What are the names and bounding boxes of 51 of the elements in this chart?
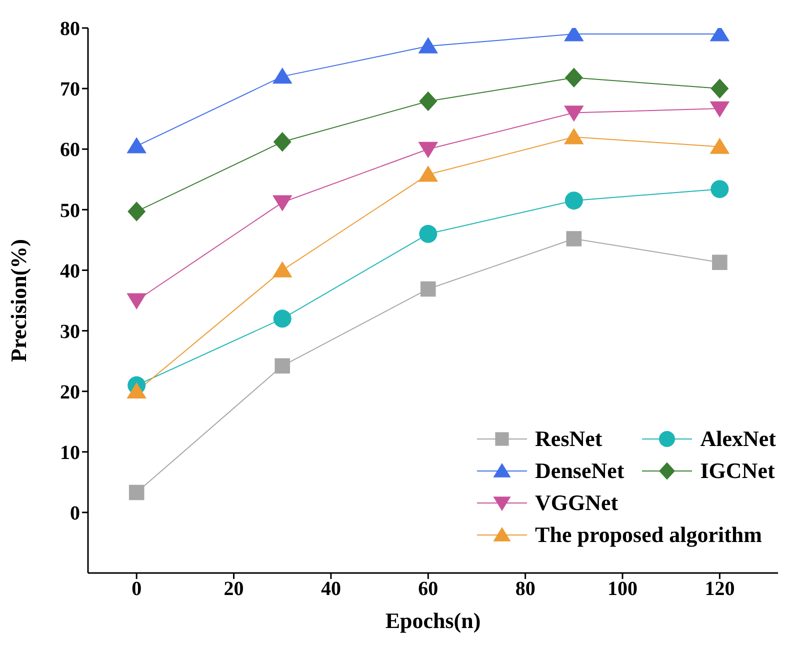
legend-label: DenseNet (535, 458, 624, 484)
point (418, 37, 438, 54)
point (273, 310, 292, 328)
x-axis-title: Epochs(n) (385, 608, 481, 633)
y-axis-title: Precision(%) (6, 238, 31, 362)
x-tick-label: 120 (704, 578, 735, 600)
point (564, 192, 583, 210)
point (710, 138, 730, 154)
y-tick-label: 10 (60, 442, 80, 464)
x-tick-label: 0 (132, 578, 142, 600)
point (712, 254, 728, 270)
point (272, 67, 292, 84)
x-tick-label: 100 (608, 578, 638, 600)
point (419, 224, 438, 243)
y-tick-label: 80 (60, 18, 80, 40)
point (564, 128, 584, 144)
point (710, 78, 729, 98)
point (419, 91, 438, 112)
point (272, 261, 292, 278)
point (272, 195, 292, 212)
y-tick-label: 20 (60, 381, 80, 404)
point (126, 137, 146, 154)
legend-label: VGGNet (535, 490, 618, 516)
point (128, 202, 146, 222)
x-tick-label: 20 (224, 578, 244, 600)
legend-label: AlexNet (700, 426, 776, 452)
point (418, 142, 438, 158)
y-tick-label: 50 (60, 200, 80, 222)
point (564, 68, 583, 88)
y-tick-label: 0 (70, 502, 80, 525)
point (418, 166, 438, 182)
x-tick-label: 80 (515, 578, 536, 600)
point (273, 132, 292, 152)
y-tick-label: 70 (60, 78, 80, 101)
point (274, 358, 290, 374)
legend-label: ResNet (535, 426, 602, 452)
x-tick-label: 40 (320, 578, 341, 600)
point (710, 180, 729, 198)
legend-label: IGCNet (700, 458, 775, 484)
y-tick-label: 40 (60, 260, 80, 282)
point (420, 281, 436, 297)
legend-label: The proposed algorithm (535, 522, 762, 548)
y-tick-label: 60 (60, 139, 80, 162)
point (564, 106, 584, 122)
point (128, 484, 144, 500)
point (566, 231, 582, 246)
x-tick-label: 60 (418, 578, 438, 600)
point (710, 101, 730, 118)
point (126, 293, 146, 310)
point (126, 382, 146, 399)
y-tick-label: 30 (60, 320, 80, 343)
